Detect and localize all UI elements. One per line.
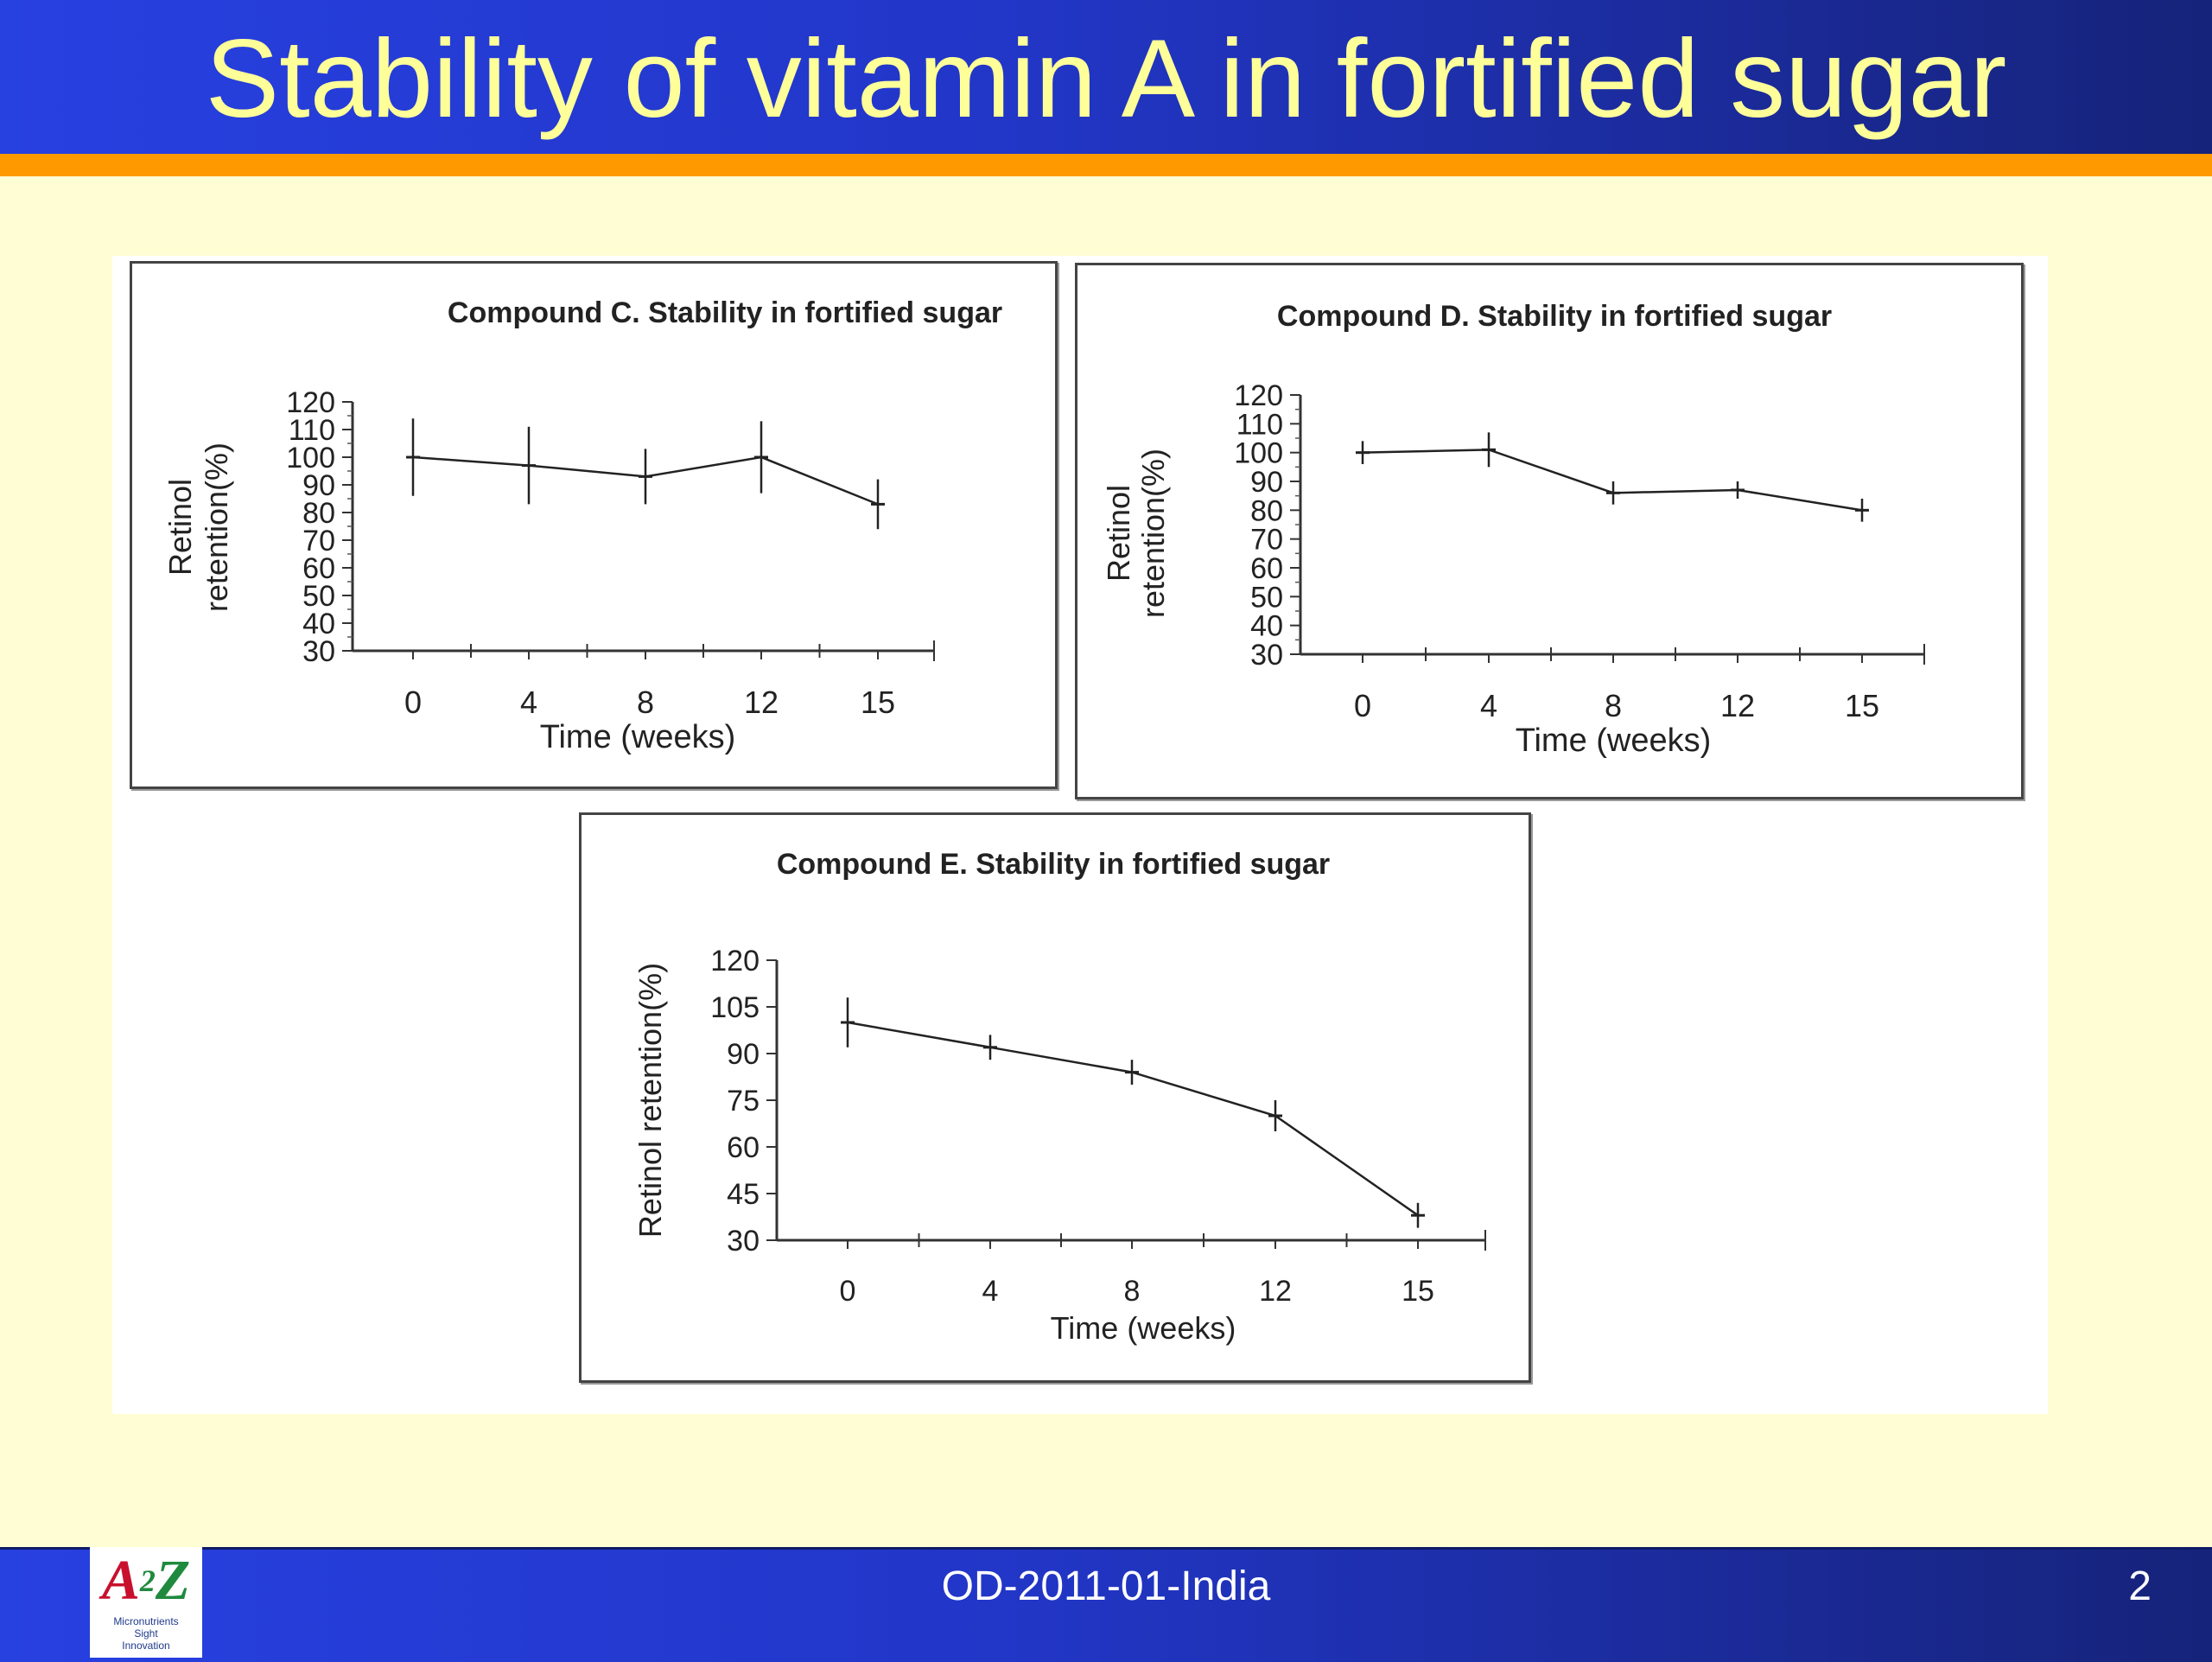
y-tick-label: 40 xyxy=(302,608,335,640)
y-tick-label: 60 xyxy=(727,1131,760,1164)
y-tick-label: 100 xyxy=(286,442,335,474)
y-axis-label: Retinol xyxy=(1101,485,1136,582)
y-tick-label: 110 xyxy=(1236,408,1283,441)
y-tick-label: 120 xyxy=(286,386,335,419)
x-tick-label: 4 xyxy=(520,685,537,720)
x-tick-label: 0 xyxy=(404,685,422,720)
x-tick-label: 0 xyxy=(1354,688,1371,723)
y-tick-label: 110 xyxy=(289,414,335,447)
y-tick-label: 30 xyxy=(1250,639,1283,672)
x-axis-label: Time (weeks) xyxy=(1516,723,1712,759)
title-accent-rule xyxy=(0,154,2212,176)
x-tick-label: 8 xyxy=(637,685,654,720)
x-tick-label: 4 xyxy=(1480,688,1497,723)
logo-line-3: Innovation xyxy=(122,1640,170,1652)
chart-compound-c-svg: Compound C. Stability in fortified sugar… xyxy=(162,296,1002,755)
y-tick-label: 120 xyxy=(1234,379,1283,412)
x-tick-label: 15 xyxy=(1845,688,1879,723)
x-tick-label: 4 xyxy=(982,1275,999,1308)
x-tick-label: 15 xyxy=(861,685,895,720)
y-tick-label: 80 xyxy=(302,497,335,530)
chart-compound-d: Compound D. Stability in fortified sugar… xyxy=(1075,263,2024,799)
y-tick-label: 105 xyxy=(710,991,760,1024)
x-tick-label: 8 xyxy=(1605,688,1622,723)
x-axis-label: Time (weeks) xyxy=(540,719,736,755)
logo-mark: A2Z xyxy=(101,1549,191,1612)
y-tick-label: 90 xyxy=(302,469,335,502)
y-tick-label: 70 xyxy=(302,525,335,557)
x-tick-label: 12 xyxy=(1720,688,1755,723)
footer-bar xyxy=(0,1547,2212,1662)
chart-title: Compound C. Stability in fortified sugar xyxy=(448,296,1002,329)
y-tick-label: 100 xyxy=(1234,437,1283,470)
x-axis-label: Time (weeks) xyxy=(1051,1310,1236,1346)
y-tick-label: 75 xyxy=(727,1085,760,1118)
y-tick-label: 90 xyxy=(727,1038,760,1071)
slide-title: Stability of vitamin A in fortified suga… xyxy=(205,17,2007,141)
series-line xyxy=(847,1021,1419,1217)
x-tick-label: 8 xyxy=(1124,1275,1141,1308)
y-tick-label: 50 xyxy=(1250,581,1283,614)
y-tick-label: 45 xyxy=(727,1178,760,1211)
x-tick-label: 0 xyxy=(840,1275,856,1308)
footer-text: OD-2011-01-India xyxy=(941,1563,1271,1609)
y-tick-label: 60 xyxy=(302,552,335,585)
y-axis-label: retention(%) xyxy=(199,443,234,612)
logo-line-1: Micronutrients xyxy=(113,1615,179,1627)
chart-title: Compound E. Stability in fortified sugar xyxy=(777,848,1330,881)
y-tick-label: 40 xyxy=(1250,610,1283,643)
y-axis-label: Retinol xyxy=(162,479,198,576)
y-tick-label: 80 xyxy=(1250,494,1283,527)
chart-title: Compound D. Stability in fortified sugar xyxy=(1277,300,1832,333)
y-tick-label: 120 xyxy=(710,945,760,977)
y-tick-label: 70 xyxy=(1250,524,1283,557)
y-axis-label: retention(%) xyxy=(1135,449,1171,618)
y-tick-label: 30 xyxy=(727,1225,760,1258)
x-tick-label: 12 xyxy=(744,685,779,720)
chart-compound-d-svg: Compound D. Stability in fortified sugar… xyxy=(1101,300,1925,759)
title-bar xyxy=(0,0,2212,154)
chart-compound-e-svg: Compound E. Stability in fortified sugar… xyxy=(632,848,1486,1346)
page-number: 2 xyxy=(2128,1563,2152,1609)
a2z-logo: A2Z Micronutrients Sight Innovation xyxy=(90,1547,202,1658)
y-tick-label: 50 xyxy=(302,580,335,613)
x-tick-label: 12 xyxy=(1259,1275,1292,1308)
y-tick-label: 90 xyxy=(1250,466,1283,499)
logo-line-2: Sight xyxy=(134,1627,158,1640)
chart-compound-c: Compound C. Stability in fortified sugar… xyxy=(130,261,1058,789)
y-tick-label: 30 xyxy=(302,635,335,668)
y-tick-label: 60 xyxy=(1250,552,1283,585)
x-tick-label: 15 xyxy=(1402,1275,1434,1308)
chart-compound-e: Compound E. Stability in fortified sugar… xyxy=(579,812,1531,1383)
y-axis-label: Retinol retention(%) xyxy=(632,963,668,1238)
